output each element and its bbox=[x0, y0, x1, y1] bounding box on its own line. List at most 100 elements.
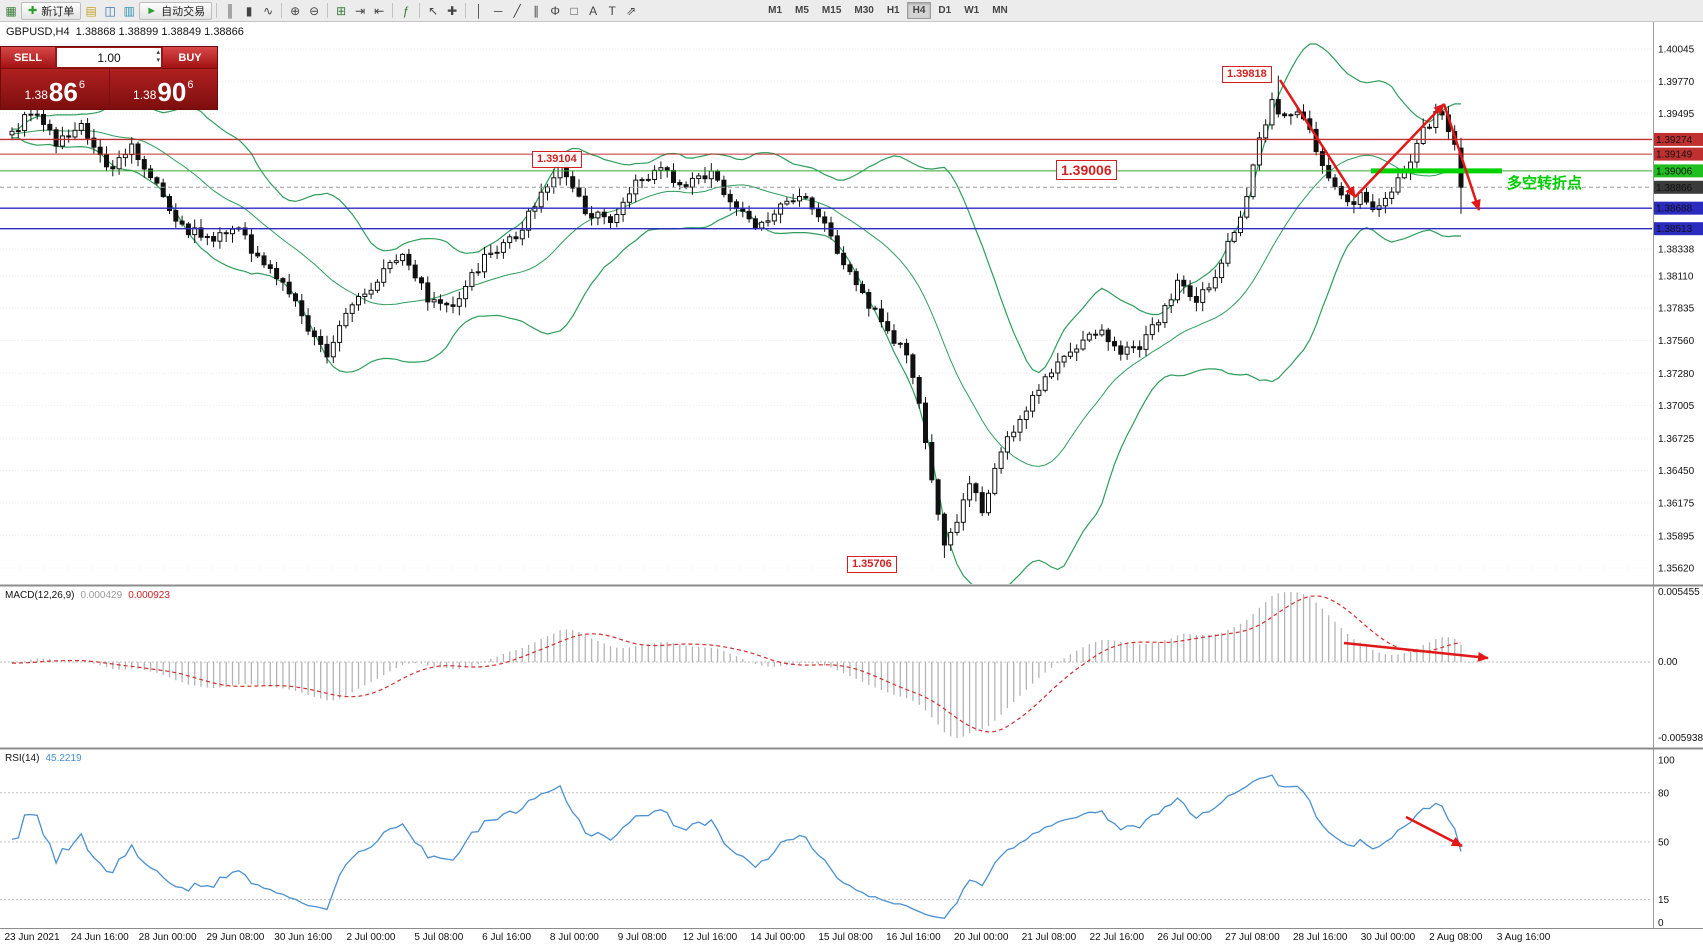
timeframe-w1[interactable]: W1 bbox=[958, 2, 985, 19]
auto-scroll-button[interactable]: ⇥ bbox=[351, 2, 369, 20]
candle-body bbox=[853, 271, 859, 286]
pivot-price-label[interactable]: 1.39006 bbox=[1056, 160, 1117, 180]
zoom-out-button[interactable]: ⊖ bbox=[305, 2, 323, 20]
candle-body bbox=[1420, 126, 1426, 144]
volume-spinner[interactable]: ▴ ▾ bbox=[156, 49, 160, 65]
candle-body bbox=[803, 196, 809, 199]
bollinger-middle-band bbox=[11, 129, 1462, 467]
trend-arrow-down-2[interactable] bbox=[1442, 103, 1481, 211]
candle-body bbox=[1326, 165, 1332, 179]
candle-body bbox=[412, 264, 418, 279]
sell-price[interactable]: 1.38 86 6 bbox=[1, 69, 109, 109]
toolbar-separator bbox=[216, 3, 218, 18]
candle-body bbox=[507, 236, 513, 244]
timeframe-d1[interactable]: D1 bbox=[932, 2, 957, 19]
timeframe-mn[interactable]: MN bbox=[986, 2, 1014, 19]
price-axis-label: 1.36450 bbox=[1658, 466, 1695, 477]
candle-body bbox=[28, 113, 34, 116]
candle-body bbox=[1112, 341, 1117, 347]
vertical-line-button[interactable]: │ bbox=[470, 2, 488, 20]
candle-body bbox=[1017, 419, 1023, 433]
crosshair-button[interactable]: ✚ bbox=[443, 2, 461, 20]
buy-button[interactable]: BUY bbox=[163, 47, 217, 68]
spin-down-icon[interactable]: ▾ bbox=[156, 57, 160, 64]
tile-windows-button[interactable]: ⊞ bbox=[332, 2, 350, 20]
arrow-marker-button[interactable]: ⇗ bbox=[622, 2, 640, 20]
bar-chart-button[interactable]: ║ bbox=[221, 2, 239, 20]
candle-body bbox=[1149, 324, 1155, 336]
zoom-in-icon: ⊕ bbox=[290, 3, 301, 18]
candle-body bbox=[141, 159, 147, 170]
candle-body bbox=[935, 479, 941, 515]
label-button[interactable]: T bbox=[603, 2, 621, 20]
timeframe-m5[interactable]: M5 bbox=[789, 2, 815, 19]
line-chart-button[interactable]: ∿ bbox=[259, 2, 277, 20]
candle-body bbox=[280, 278, 286, 283]
toolbar-separator bbox=[392, 3, 394, 18]
buy-price-frac: 6 bbox=[187, 79, 194, 91]
cursor-button[interactable]: ↖ bbox=[424, 2, 442, 20]
time-axis-label: 5 Jul 08:00 bbox=[414, 932, 463, 943]
candle-body bbox=[419, 277, 424, 284]
market-watch-icon: ◫ bbox=[104, 3, 116, 18]
candle-body bbox=[230, 228, 235, 235]
candle-body bbox=[34, 113, 40, 116]
trendline-button[interactable]: ╱ bbox=[508, 2, 526, 20]
fibonacci-button[interactable]: Φ bbox=[546, 2, 564, 20]
autotrade-button[interactable]: ► 自动交易 bbox=[139, 1, 213, 20]
timeframe-h1[interactable]: H1 bbox=[881, 2, 906, 19]
candle-body bbox=[482, 253, 487, 273]
candle-body bbox=[1332, 177, 1338, 187]
channel-button[interactable]: ∥ bbox=[527, 2, 545, 20]
line-chart-icon: ∿ bbox=[263, 3, 274, 18]
candle-body bbox=[784, 200, 790, 205]
timeframe-m15[interactable]: M15 bbox=[816, 2, 847, 19]
new-order-button-label: 新订单 bbox=[41, 5, 75, 18]
macd-signal-value: 0.000923 bbox=[128, 590, 170, 601]
swing-low-label[interactable]: 1.35706 bbox=[847, 556, 897, 573]
swing-high-label[interactable]: 1.39818 bbox=[1222, 66, 1272, 83]
candlestick-chart-button[interactable]: ▮ bbox=[240, 2, 258, 20]
timeframe-m1[interactable]: M1 bbox=[762, 2, 788, 19]
profiles-button[interactable]: ▤ bbox=[82, 2, 100, 20]
sell-price-base: 1.38 bbox=[24, 88, 48, 102]
horizontal-line-button[interactable]: ─ bbox=[489, 2, 507, 20]
indicators-button[interactable]: ƒ bbox=[397, 2, 415, 20]
intermediate-high-label[interactable]: 1.39104 bbox=[532, 151, 582, 168]
time-axis[interactable] bbox=[0, 929, 1652, 944]
text-button[interactable]: A bbox=[584, 2, 602, 20]
shapes-icon: □ bbox=[570, 3, 578, 18]
macd-down-arrow[interactable] bbox=[1343, 641, 1489, 662]
volume-input[interactable]: 1.00 ▴ ▾ bbox=[57, 48, 161, 67]
turning-point-text[interactable]: 多空转折点 bbox=[1507, 175, 1583, 192]
new-order-button[interactable]: ✚ 新订单 bbox=[21, 1, 82, 20]
candle-body bbox=[538, 191, 544, 208]
sell-button[interactable]: SELL bbox=[1, 47, 55, 68]
chart-shift-button[interactable]: ⇤ bbox=[370, 2, 388, 20]
time-axis-label: 22 Jul 16:00 bbox=[1090, 932, 1145, 943]
zoom-in-button[interactable]: ⊕ bbox=[286, 2, 304, 20]
candle-body bbox=[897, 342, 903, 345]
trend-arrow-down-1[interactable] bbox=[1278, 79, 1357, 198]
market-watch-button[interactable]: ◫ bbox=[101, 2, 119, 20]
candle-body bbox=[1168, 299, 1174, 307]
rsi-down-arrow[interactable] bbox=[1405, 815, 1463, 848]
trend-arrow-up[interactable] bbox=[1354, 103, 1445, 198]
navigator-button[interactable]: ▥ bbox=[120, 2, 138, 20]
shapes-button[interactable]: □ bbox=[565, 2, 583, 20]
candle-body bbox=[1067, 351, 1073, 357]
timeframe-h4[interactable]: H4 bbox=[906, 2, 932, 19]
buy-price[interactable]: 1.38 90 6 bbox=[108, 69, 218, 109]
candle-body bbox=[368, 289, 374, 295]
time-axis-label: 23 Jun 2021 bbox=[4, 932, 59, 943]
candle-body bbox=[526, 210, 532, 231]
candle-body bbox=[998, 451, 1004, 469]
timeframe-m30[interactable]: M30 bbox=[848, 2, 879, 19]
new-chart-button[interactable]: ▦ bbox=[2, 2, 20, 20]
candle-body bbox=[809, 197, 815, 210]
candle-body bbox=[708, 170, 714, 180]
candle-body bbox=[500, 242, 506, 253]
bar-chart-icon: ║ bbox=[225, 3, 235, 18]
spin-up-icon[interactable]: ▴ bbox=[156, 49, 160, 56]
